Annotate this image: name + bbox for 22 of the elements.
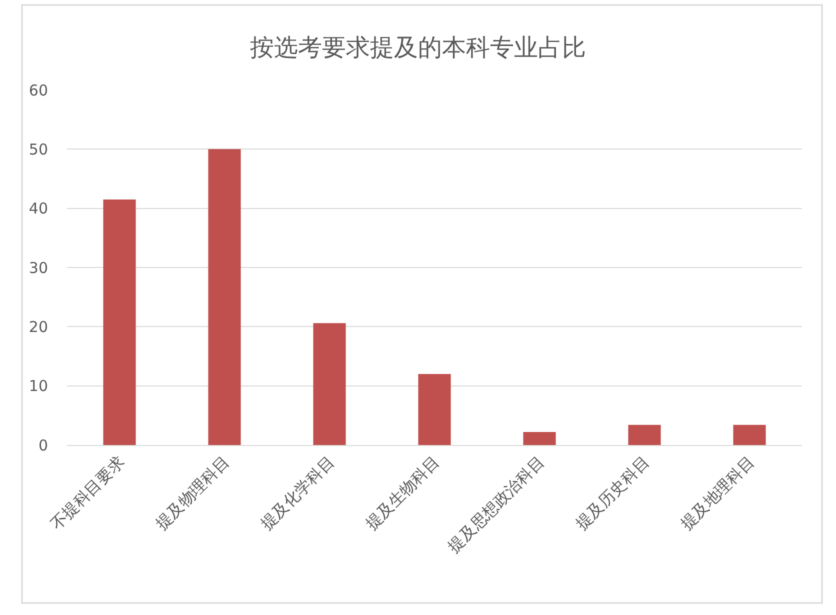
x-tick-label: 提及物理科目 xyxy=(152,452,233,534)
bar xyxy=(103,199,136,445)
bar xyxy=(418,374,451,445)
bar xyxy=(208,149,241,445)
x-tick-label: 提及思想政治科目 xyxy=(444,452,548,556)
y-tick-label: 0 xyxy=(38,436,48,454)
x-tick-label: 提及地理科目 xyxy=(676,452,758,534)
y-tick-label: 40 xyxy=(28,200,48,218)
y-tick-label: 30 xyxy=(28,258,48,277)
bar xyxy=(628,424,661,445)
y-tick-label: 50 xyxy=(28,140,48,158)
bar xyxy=(313,323,346,445)
y-tick-label: 10 xyxy=(28,377,48,396)
x-tick-label: 提及历史科目 xyxy=(572,452,653,534)
x-tick-label: 提及生物科目 xyxy=(362,452,443,534)
bar xyxy=(733,424,766,445)
x-tick-label: 提及化学科目 xyxy=(256,452,338,534)
chart-title: 按选考要求提及的本科专业占比 xyxy=(250,33,586,62)
y-tick-label: 20 xyxy=(28,318,48,336)
x-tick-label: 不提科目要求 xyxy=(46,452,128,534)
bar xyxy=(523,432,556,445)
y-tick-label: 60 xyxy=(28,81,48,100)
